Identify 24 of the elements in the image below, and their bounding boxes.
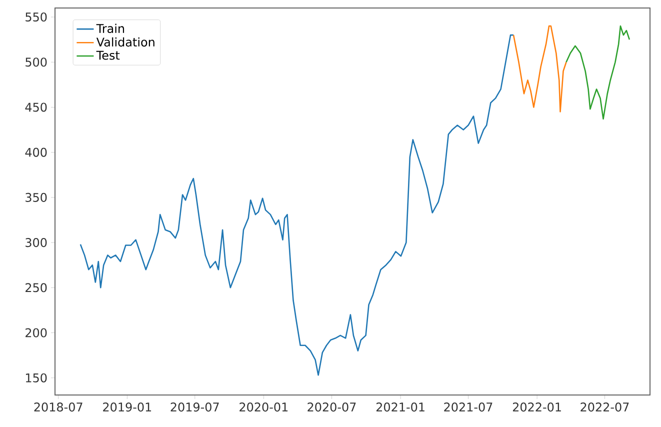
line-series	[566, 25, 630, 120]
x-tick-label: 2018-07	[34, 402, 82, 412]
y-tick-label: 350	[26, 192, 47, 202]
y-tick-label: 300	[26, 238, 47, 248]
x-tick-label: 2019-01	[103, 402, 152, 412]
x-tick-label: 2020-01	[240, 402, 288, 412]
y-tick-label: 150	[26, 373, 47, 382]
x-tick-label: 2021-07	[444, 402, 492, 412]
x-tick-label: 2020-07	[308, 402, 356, 412]
line-series	[512, 25, 567, 112]
y-tick-label: 250	[26, 283, 47, 292]
line-series	[80, 34, 514, 376]
y-tick-label: 450	[25, 102, 47, 112]
y-tick-label: 550	[26, 12, 47, 22]
y-tick-label: 200	[26, 328, 47, 338]
legend-label: Train	[96, 24, 124, 34]
y-tick-label: 500	[26, 58, 47, 67]
x-tick-label: 2022-07	[580, 402, 629, 412]
legend-label: Validation	[96, 37, 154, 47]
x-tick-label: 2021-01	[376, 402, 424, 412]
legend-label: Test	[96, 50, 120, 60]
y-tick-label: 400	[25, 148, 47, 157]
x-tick-label: 2022-01	[512, 402, 561, 412]
x-tick-label: 2019-07	[170, 402, 219, 412]
